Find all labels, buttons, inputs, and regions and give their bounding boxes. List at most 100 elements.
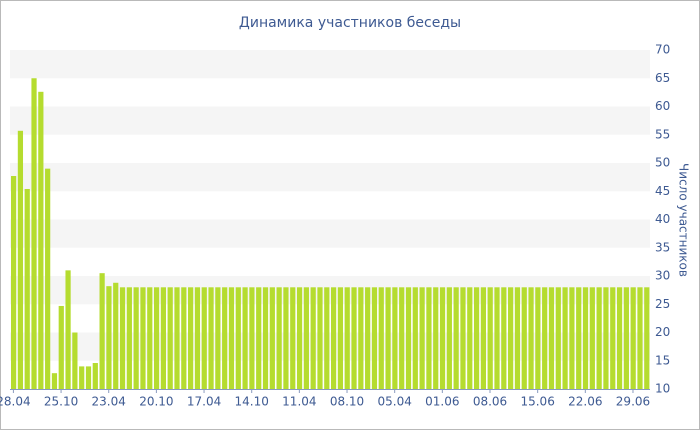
bar	[269, 287, 275, 389]
grid-band	[10, 50, 650, 79]
bar	[31, 78, 37, 389]
bar	[542, 287, 548, 389]
bar	[494, 287, 500, 389]
bar	[508, 287, 514, 389]
bar	[235, 287, 241, 389]
x-tick-label: 22.06	[568, 395, 602, 409]
bar	[215, 287, 221, 389]
y-tick-label: 30	[655, 269, 670, 283]
bar	[589, 287, 595, 389]
bar	[358, 287, 364, 389]
bar	[303, 287, 309, 389]
y-tick-label: 25	[655, 297, 670, 311]
y-tick-label: 45	[655, 184, 670, 198]
bar	[562, 287, 568, 389]
plot-area	[10, 50, 650, 390]
bar	[528, 287, 534, 389]
bar	[79, 366, 85, 389]
grid-band	[10, 163, 650, 192]
bar	[378, 287, 384, 389]
bar	[194, 287, 201, 389]
bar	[351, 287, 357, 389]
bar	[596, 287, 602, 389]
bar	[113, 282, 119, 389]
bar	[65, 270, 71, 389]
bar	[603, 287, 609, 389]
bar	[17, 130, 24, 390]
x-tick-label: 17.04	[187, 395, 221, 409]
bar	[344, 287, 350, 389]
bar	[487, 287, 493, 389]
x-tick-label: 25.10	[44, 395, 78, 409]
bar	[51, 373, 58, 389]
bar	[439, 287, 446, 389]
chart-title: Динамика участников беседы	[239, 15, 461, 31]
bar	[514, 287, 521, 389]
bar	[38, 91, 44, 389]
bar	[262, 287, 269, 389]
bar	[181, 287, 187, 389]
bar	[371, 287, 378, 389]
bar	[501, 287, 507, 389]
y-tick-label: 60	[655, 99, 670, 113]
bar	[85, 366, 92, 389]
y-tick-label: 20	[655, 325, 670, 339]
x-tick-label: 23.04	[92, 395, 126, 409]
bar	[283, 287, 289, 389]
bar	[610, 287, 616, 389]
bar	[160, 287, 166, 389]
bar	[72, 332, 78, 389]
bar	[249, 287, 255, 389]
bar	[637, 287, 643, 389]
bar	[392, 287, 398, 389]
bar	[174, 287, 180, 389]
x-tick-label: 15.06	[520, 395, 554, 409]
x-tick-label: 20.10	[139, 395, 173, 409]
bar	[126, 287, 132, 389]
bar	[147, 287, 153, 389]
bar	[119, 287, 126, 389]
bar	[228, 287, 235, 389]
bar	[296, 287, 303, 389]
bar	[133, 287, 139, 389]
bar	[99, 273, 105, 389]
bar	[310, 287, 316, 389]
bar	[412, 287, 418, 389]
bar	[58, 305, 64, 389]
bar	[433, 287, 439, 389]
bar	[419, 287, 425, 389]
bar	[582, 287, 589, 389]
bar	[106, 286, 112, 389]
x-tick-label: 28.04	[0, 395, 31, 409]
grid-band	[10, 106, 650, 135]
bar	[337, 287, 344, 389]
bar	[45, 168, 51, 389]
bar	[480, 287, 486, 389]
y-tick-label: 35	[655, 240, 670, 254]
bar	[324, 287, 330, 389]
bar	[555, 287, 561, 389]
x-tick-label: 14.10	[235, 395, 269, 409]
y-tick-label: 40	[655, 212, 670, 226]
grid-band	[10, 219, 650, 248]
x-tick-label: 29.06	[616, 395, 650, 409]
bar	[201, 287, 207, 389]
y-tick-label: 10	[655, 382, 670, 396]
bar	[208, 287, 214, 389]
bar	[276, 287, 282, 389]
y-tick-label: 65	[655, 71, 670, 85]
bar	[92, 363, 98, 389]
x-tick-label: 11.04	[282, 395, 316, 409]
bar	[222, 287, 228, 389]
y-tick-label: 15	[655, 353, 670, 367]
bar	[153, 287, 160, 389]
bar	[256, 287, 262, 389]
bar	[446, 287, 452, 389]
bar	[365, 287, 371, 389]
bar	[11, 175, 17, 389]
y-tick-label: 50	[655, 156, 670, 170]
x-tick-label: 05.04	[378, 395, 412, 409]
bar	[616, 287, 623, 389]
bar	[473, 287, 480, 389]
